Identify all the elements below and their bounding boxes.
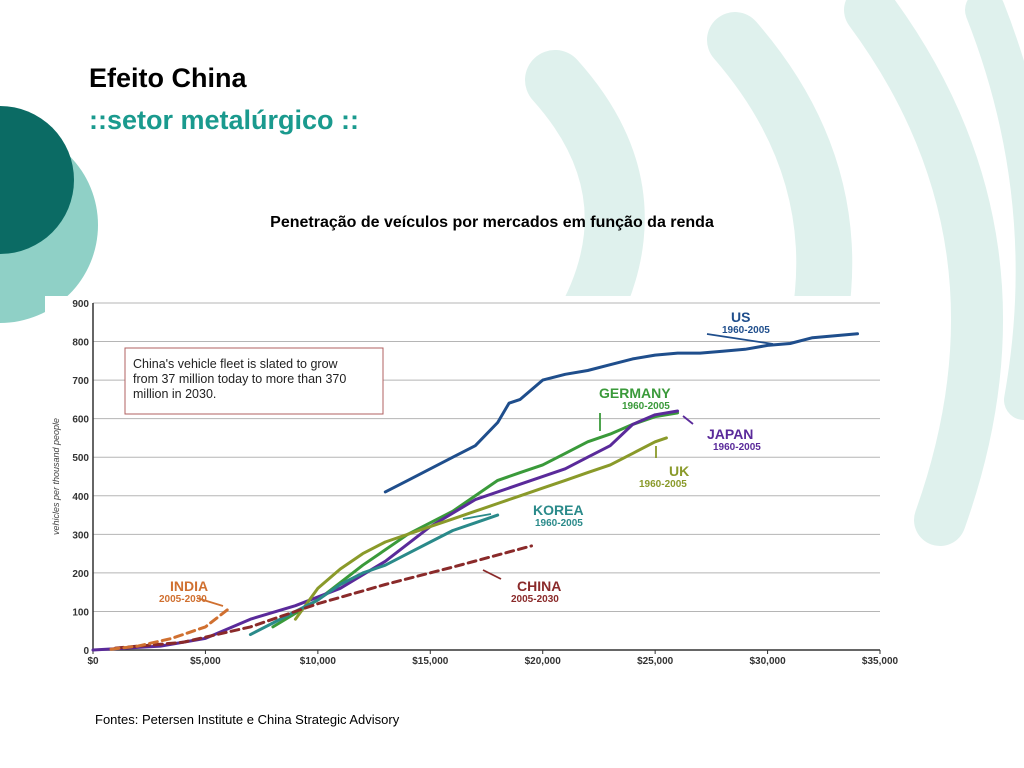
series-pointer-china xyxy=(482,569,502,580)
series-line-germany xyxy=(271,411,680,629)
series-pointer-korea xyxy=(462,513,492,520)
annotation-text: China's vehicle fleet is slated to grow f… xyxy=(133,357,346,401)
y-tick-label: 400 xyxy=(72,492,89,503)
x-tick-label: $10,000 xyxy=(300,656,337,667)
x-tick-label: $35,000 xyxy=(862,656,899,667)
series-pointer-us xyxy=(706,333,774,345)
y-tick-label: 800 xyxy=(72,338,89,349)
slide-subtitle: ::setor metalúrgico :: xyxy=(89,105,360,135)
series-line-uk xyxy=(293,436,668,621)
series-line-japan xyxy=(91,409,680,652)
series-label-uk: UK xyxy=(669,463,689,479)
x-tick-label: $20,000 xyxy=(525,656,562,667)
slide-title: Efeito China xyxy=(89,63,247,93)
x-tick-label: $0 xyxy=(87,656,99,667)
teal-circle-dark xyxy=(0,106,74,254)
y-tick-label: 500 xyxy=(72,453,89,464)
y-tick-label: 700 xyxy=(72,376,89,387)
y-tick-label: 600 xyxy=(72,415,89,426)
series-label-germany: GERMANY xyxy=(599,385,671,401)
x-tick-label: $25,000 xyxy=(637,656,674,667)
series-period-us: 1960-2005 xyxy=(722,325,770,336)
series-line-china xyxy=(114,544,533,650)
series-period-china: 2005-2030 xyxy=(511,594,559,605)
series-label-us: US xyxy=(731,309,750,325)
y-tick-label: 200 xyxy=(72,569,89,580)
y-tick-label: 900 xyxy=(72,299,89,310)
annotation-box xyxy=(124,347,384,415)
series-line-us xyxy=(383,332,859,494)
chart-caption: Penetração de veículos por mercados em f… xyxy=(270,214,714,231)
series-label-india: INDIA xyxy=(170,578,208,594)
series-period-japan: 1960-2005 xyxy=(713,442,761,453)
series-period-uk: 1960-2005 xyxy=(639,479,687,490)
series-pointer-india xyxy=(196,597,224,607)
series-line-korea xyxy=(248,513,500,637)
vehicle-penetration-chart: 0 100 200 300 400 500 600 700 800 900 $0 $5,000 $10,… xyxy=(51,299,899,667)
series-pointer-japan xyxy=(682,415,694,425)
x-tick-label: $5,000 xyxy=(190,656,221,667)
x-tick-label: $15,000 xyxy=(412,656,449,667)
y-tick-label: 100 xyxy=(72,607,89,618)
y-tick-label: 300 xyxy=(72,530,89,541)
series-period-india: 2005-2030 xyxy=(159,594,207,605)
series-period-korea: 1960-2005 xyxy=(535,518,583,529)
series-label-japan: JAPAN xyxy=(707,426,753,442)
series-line-india xyxy=(109,606,232,651)
y-axis-title: vehicles per thousand people xyxy=(51,418,61,535)
x-tick-label: $30,000 xyxy=(749,656,786,667)
y-tick-label: 0 xyxy=(83,646,89,657)
series-label-korea: KOREA xyxy=(533,502,584,518)
source-note: Fontes: Petersen Institute e China Strat… xyxy=(95,712,400,727)
series-label-china: CHINA xyxy=(517,578,561,594)
series-period-germany: 1960-2005 xyxy=(622,401,670,412)
